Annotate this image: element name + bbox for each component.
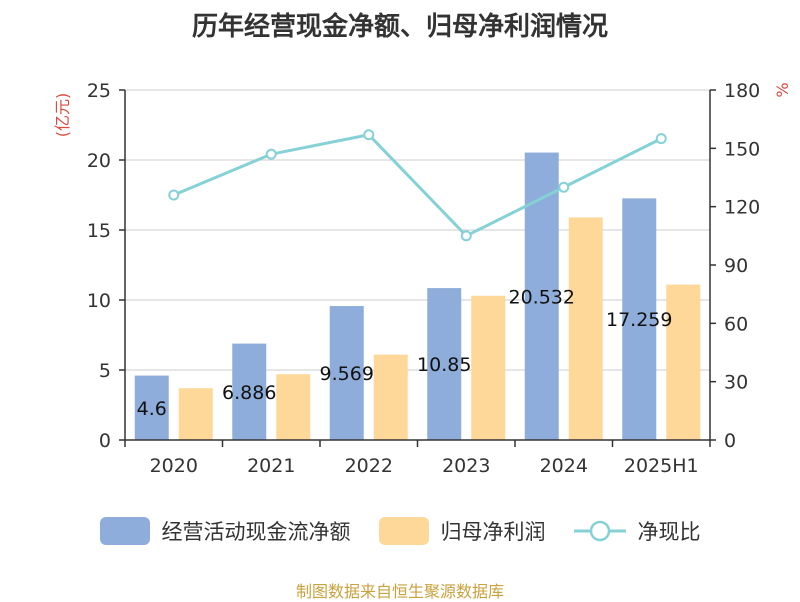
ratio-point xyxy=(168,189,180,201)
y-left-tick-label: 25 xyxy=(87,80,111,102)
bar-cashflow xyxy=(134,375,169,440)
y-left-tick-label: 0 xyxy=(99,430,111,452)
source-note: 制图数据来自恒生聚源数据库 xyxy=(295,582,504,601)
legend-swatch-cashflow xyxy=(99,517,150,545)
legend-item-ratio[interactable]: 净现比 xyxy=(573,516,701,546)
data-label-cashflow: 4.6 xyxy=(137,398,167,420)
bar-cashflow xyxy=(329,306,364,440)
y-right-tick-label: 150 xyxy=(724,138,760,160)
y-right-unit: % xyxy=(773,82,792,97)
x-tick-label: 2021 xyxy=(247,455,295,477)
legend-item-net-profit[interactable]: 归母净利润 xyxy=(378,516,546,546)
legend: 经营活动现金流净额 归母净利润 净现比 xyxy=(0,516,800,546)
legend-swatch-net-profit xyxy=(378,517,429,545)
y-left-tick-label: 10 xyxy=(87,290,111,312)
legend-label-net-profit: 归母净利润 xyxy=(440,520,546,544)
ratio-point xyxy=(265,148,277,160)
bar-cashflow xyxy=(524,152,559,440)
bar-net-profit xyxy=(568,217,603,440)
data-label-cashflow: 10.85 xyxy=(417,354,471,376)
bar-net-profit xyxy=(471,295,506,440)
ratio-point xyxy=(655,133,667,145)
legend-swatch-ratio xyxy=(573,520,626,542)
bar-net-profit xyxy=(666,284,701,440)
ratio-point xyxy=(363,129,375,141)
x-tick-label: 2024 xyxy=(540,455,588,477)
bars xyxy=(134,152,701,440)
x-tick-label: 2022 xyxy=(345,455,393,477)
data-label-cashflow: 17.259 xyxy=(606,309,672,331)
ratio-polyline xyxy=(173,133,662,238)
x-tick-label: 2025H1 xyxy=(624,455,699,477)
axes: 0 5 10 15 20 25 0 30 60 90 120 150 180 (亿元)% 2020 2021 2… xyxy=(53,80,792,477)
x-tick-label: 2020 xyxy=(150,455,198,477)
data-label-cashflow: 20.532 xyxy=(509,286,575,308)
bar-cashflow xyxy=(232,343,267,440)
data-labels: 4.6 6.886 9.569 10.85 20.532 17.259 xyxy=(137,286,673,420)
bar-cashflow xyxy=(622,198,657,440)
y-right-tick-label: 120 xyxy=(724,197,760,219)
y-left-tick-label: 5 xyxy=(99,360,111,382)
legend-label-cashflow: 经营活动现金流净额 xyxy=(161,520,351,544)
gridlines xyxy=(125,89,710,371)
y-right-tick-label: 0 xyxy=(724,430,736,452)
y-left-unit: (亿元) xyxy=(53,93,72,138)
data-label-cashflow: 6.886 xyxy=(222,382,276,404)
legend-label-ratio: 净现比 xyxy=(637,520,701,544)
ratio-line xyxy=(168,129,667,242)
ratio-point xyxy=(558,181,570,193)
bar-net-profit xyxy=(178,388,213,440)
bar-net-profit xyxy=(276,374,311,440)
y-left-tick-label: 15 xyxy=(87,220,111,242)
x-tick-label: 2023 xyxy=(442,455,490,477)
legend-item-cashflow[interactable]: 经营活动现金流净额 xyxy=(99,516,351,546)
y-right-tick-label: 30 xyxy=(724,372,748,394)
y-right-tick-label: 90 xyxy=(724,255,748,277)
chart-title: 历年经营现金净额、归母净利润情况 xyxy=(191,12,608,42)
ratio-point xyxy=(460,230,472,242)
y-right-tick-label: 180 xyxy=(724,80,760,102)
bar-net-profit xyxy=(373,354,408,440)
data-label-cashflow: 9.569 xyxy=(320,363,374,385)
bar-cashflow xyxy=(427,288,462,440)
y-right-tick-label: 60 xyxy=(724,313,748,335)
y-left-tick-label: 20 xyxy=(87,150,111,172)
